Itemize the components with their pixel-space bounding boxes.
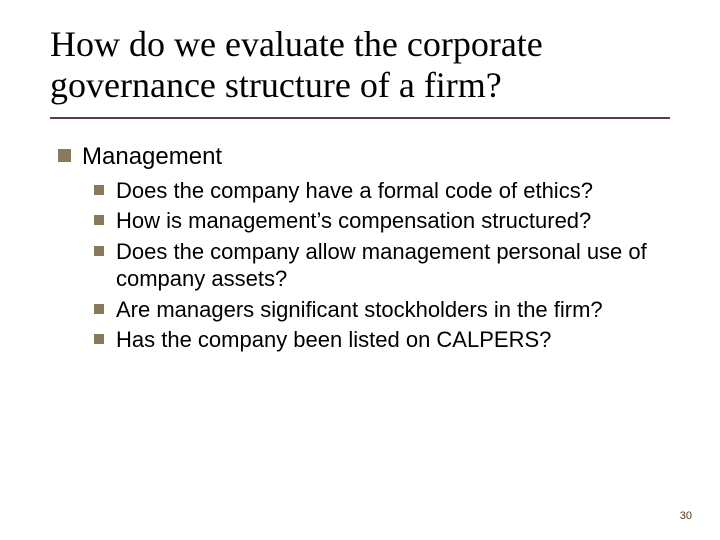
square-bullet-icon [94,185,104,195]
content-area: Management Does the company have a forma… [50,143,670,354]
list-item: Does the company have a formal code of e… [94,177,670,205]
lvl2-text: Does the company have a formal code of e… [116,177,593,205]
list-item: Does the company allow management person… [94,238,670,293]
list-item: How is management’s compensation structu… [94,207,670,235]
list-item: Management [58,143,670,171]
square-bullet-icon [94,246,104,256]
page-number: 30 [680,510,692,522]
lvl1-text: Management [82,143,222,171]
square-bullet-icon [58,149,71,162]
lvl2-text: Does the company allow management person… [116,238,670,293]
title-underline [50,117,670,119]
slide: How do we evaluate the corporate governa… [0,0,720,540]
lvl2-text: How is management’s compensation structu… [116,207,591,235]
list-item: Has the company been listed on CALPERS? [94,326,670,354]
list-item: Are managers significant stockholders in… [94,296,670,324]
sublist: Does the company have a formal code of e… [58,177,670,354]
square-bullet-icon [94,304,104,314]
square-bullet-icon [94,334,104,344]
slide-title: How do we evaluate the corporate governa… [50,24,670,115]
square-bullet-icon [94,215,104,225]
lvl2-text: Has the company been listed on CALPERS? [116,326,551,354]
lvl2-text: Are managers significant stockholders in… [116,296,603,324]
